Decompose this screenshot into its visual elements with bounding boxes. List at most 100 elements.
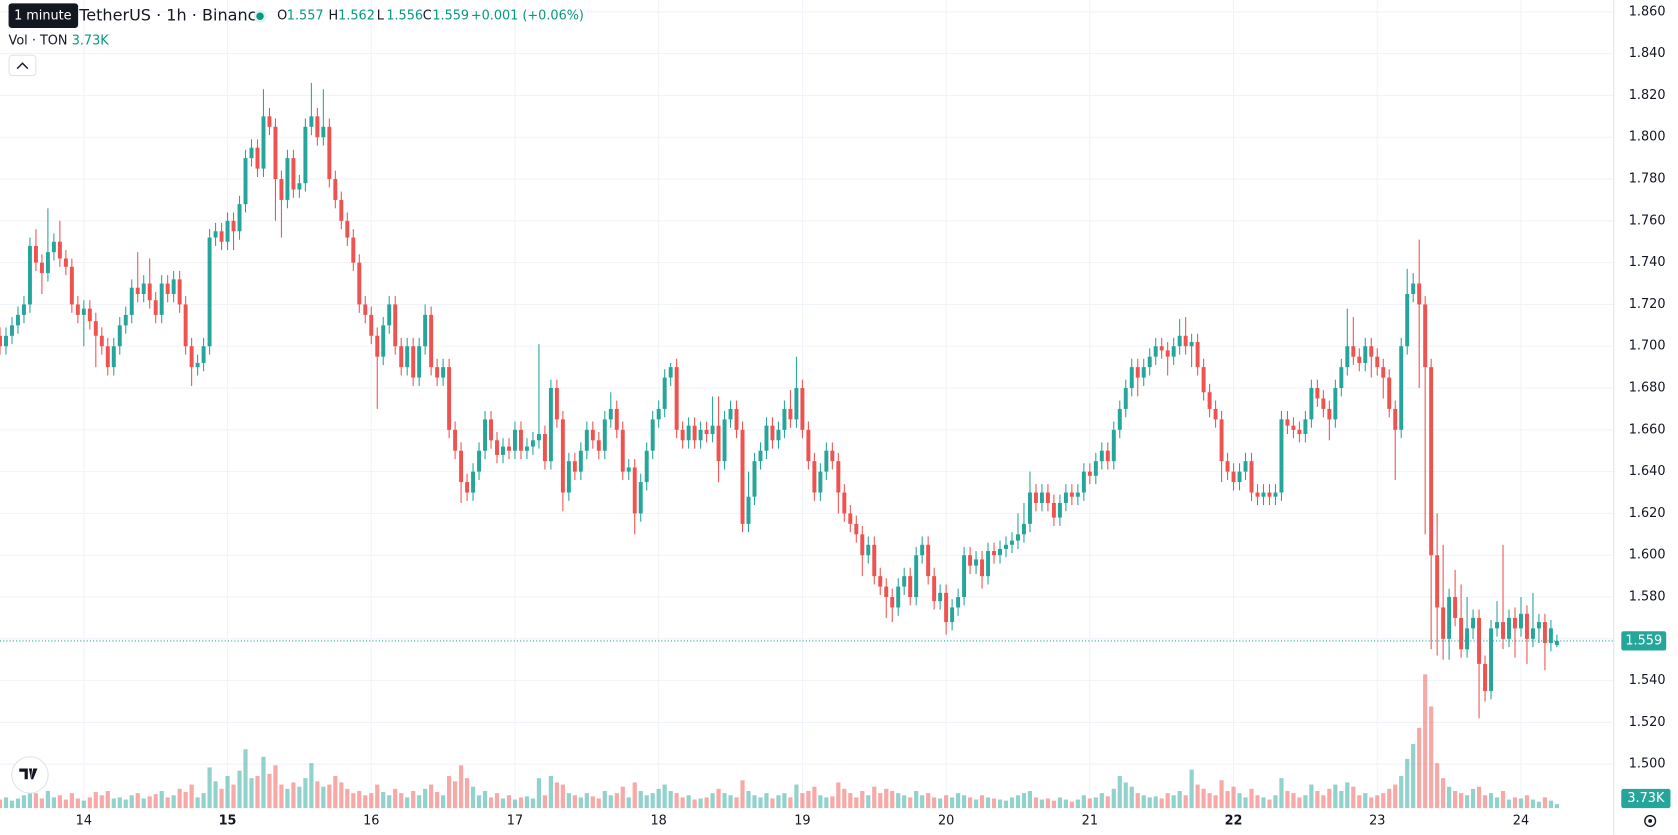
candle-body xyxy=(848,513,853,524)
volume-bar xyxy=(560,784,565,809)
volume-bar xyxy=(1195,784,1200,809)
volume-bar xyxy=(201,793,206,809)
volume-bar xyxy=(710,793,715,809)
x-tick-label: 20 xyxy=(938,813,954,828)
volume-bar xyxy=(303,778,308,809)
volume-bar xyxy=(973,799,979,809)
volume-bar xyxy=(351,793,356,809)
volume-bar xyxy=(225,776,230,809)
volume-bar xyxy=(3,797,9,809)
candle-body xyxy=(1045,492,1050,503)
volume-bar xyxy=(1111,788,1116,809)
volume-bar xyxy=(860,790,865,809)
y-tick-label: 1.800 xyxy=(1629,130,1666,145)
volume-bar xyxy=(111,798,116,809)
candle-body xyxy=(1530,628,1535,639)
volume-bar xyxy=(794,784,799,809)
volume-bar xyxy=(1542,797,1548,809)
volume-bar xyxy=(1339,790,1344,809)
candle-body xyxy=(1237,471,1242,483)
volume-bar xyxy=(399,793,404,809)
candle-body xyxy=(381,325,386,357)
volume-bar xyxy=(650,793,655,809)
candle-body xyxy=(1513,617,1517,629)
y-tick-label: 1.760 xyxy=(1629,213,1666,228)
volume-bar xyxy=(830,796,835,809)
volume-bar xyxy=(1399,776,1404,809)
volume-bar xyxy=(1411,743,1416,809)
candle-body xyxy=(1093,461,1098,476)
volume-bar xyxy=(57,795,62,809)
candle-body xyxy=(1015,534,1020,541)
volume-bar xyxy=(9,800,15,809)
volume-bar xyxy=(728,795,733,809)
candle-body xyxy=(465,482,470,493)
candle-body xyxy=(1501,622,1505,639)
tooltip-box xyxy=(8,3,79,28)
candle-body xyxy=(351,237,356,263)
candle-body xyxy=(81,308,86,315)
volume-bar xyxy=(494,793,500,809)
candle-body xyxy=(423,314,428,347)
volume-bar xyxy=(638,790,643,809)
candle-body xyxy=(722,419,727,462)
candle-body xyxy=(1441,607,1446,639)
volume-bar xyxy=(1333,784,1338,809)
volume-bar xyxy=(147,796,152,809)
candle-body xyxy=(1279,419,1284,493)
y-tick-label: 1.680 xyxy=(1629,381,1666,396)
candle-body xyxy=(1087,471,1092,476)
volume-bar xyxy=(1003,800,1009,809)
volume-bar xyxy=(1267,799,1272,809)
candle-body xyxy=(1333,388,1338,420)
candle-body xyxy=(1297,429,1302,435)
candle-body xyxy=(1459,617,1464,650)
volume-bar xyxy=(818,795,823,809)
candle-body xyxy=(10,325,14,336)
candle-body xyxy=(794,388,799,420)
candle-body xyxy=(614,408,619,430)
candle-body xyxy=(1291,425,1296,430)
volume-bar xyxy=(93,792,98,809)
settings-icon[interactable] xyxy=(1644,814,1657,827)
candle-body xyxy=(1213,408,1218,420)
x-tick-label: 21 xyxy=(1082,813,1098,828)
volume-bar xyxy=(267,773,272,809)
change: +0.001 (+0.06%) xyxy=(471,9,584,24)
volume-bar xyxy=(644,795,649,809)
candle-body xyxy=(51,241,56,253)
candle-body xyxy=(1417,283,1422,305)
volume-bar xyxy=(339,782,344,809)
candle-body xyxy=(698,429,703,441)
y-tick-label: 1.660 xyxy=(1629,422,1666,437)
volume-bar xyxy=(1069,801,1074,809)
candle-body xyxy=(1027,492,1032,524)
volume-bar xyxy=(69,793,74,809)
volume-value: 3.73K xyxy=(72,33,110,48)
logo xyxy=(19,768,38,780)
candle-body xyxy=(435,367,440,378)
candle-body xyxy=(33,245,38,263)
collapse-button[interactable] xyxy=(8,54,37,77)
volume-bar xyxy=(506,795,512,809)
volume-bar xyxy=(746,790,751,809)
volume-bar xyxy=(1441,778,1446,809)
logo-badge[interactable] xyxy=(11,756,49,794)
symbol-title[interactable]: TetherUS · 1h · Binance xyxy=(78,6,266,25)
candle-body xyxy=(734,408,739,430)
candle-body xyxy=(836,461,841,493)
volume-bar xyxy=(602,790,607,809)
candle-body xyxy=(357,262,362,305)
volume-bar xyxy=(435,792,440,809)
candle-body xyxy=(441,367,446,378)
candle-body xyxy=(1495,622,1499,629)
volume-bar xyxy=(1500,790,1506,809)
candle-body xyxy=(177,279,182,305)
volume-title: Vol · TON xyxy=(9,33,68,48)
candle-body xyxy=(93,321,98,336)
volume-bar xyxy=(1548,800,1554,809)
volume-bar xyxy=(1405,758,1410,809)
volume-bar xyxy=(21,795,27,809)
candle-body xyxy=(1219,419,1224,462)
last-price-badge xyxy=(1621,631,1667,651)
